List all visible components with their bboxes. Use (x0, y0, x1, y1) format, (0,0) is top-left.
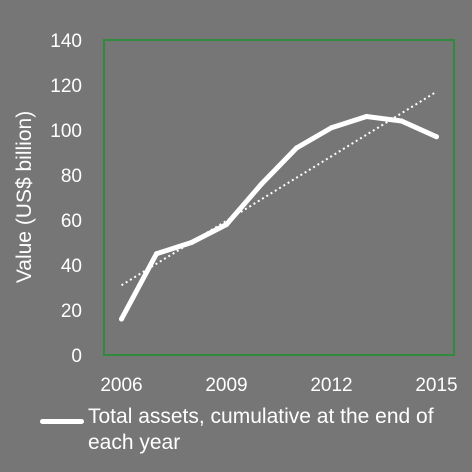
y-tick-label: 20 (61, 301, 82, 322)
data-point (294, 145, 299, 151)
y-axis-label: Value (US$ billion) (13, 111, 36, 283)
y-tick-label: 60 (61, 211, 82, 232)
x-tick-label: 2009 (205, 375, 247, 396)
x-axis-tick-labels: 2006 2009 2012 2015 (100, 375, 457, 396)
y-tick-label: 120 (50, 76, 82, 97)
y-tick-label: 100 (50, 121, 82, 142)
legend: Total assets, cumulative at the end of e… (40, 404, 468, 456)
legend-swatch (40, 419, 84, 424)
data-point (434, 134, 439, 140)
x-tick-label: 2006 (100, 375, 142, 396)
data-point (259, 181, 264, 187)
legend-label-total-assets: Total assets, cumulative at the end of e… (88, 405, 434, 454)
series-points (119, 114, 439, 322)
plot-area-border (103, 39, 455, 356)
x-tick-label: 2015 (415, 375, 457, 396)
series-line-total-assets (119, 114, 439, 322)
x-tick-label: 2012 (310, 375, 352, 396)
y-tick-label: 80 (61, 166, 82, 187)
data-point (364, 114, 369, 119)
data-point (154, 251, 159, 257)
y-tick-label: 40 (61, 256, 82, 277)
data-point (119, 316, 124, 322)
data-point (399, 118, 404, 124)
data-point (329, 125, 334, 131)
y-tick-label: 140 (50, 31, 82, 52)
y-axis-tick-labels: 0 20 40 60 80 100 120 140 (50, 31, 82, 367)
data-point (189, 240, 194, 245)
y-tick-label: 0 (71, 346, 82, 367)
trendline (120, 90, 438, 287)
data-point (224, 222, 229, 227)
